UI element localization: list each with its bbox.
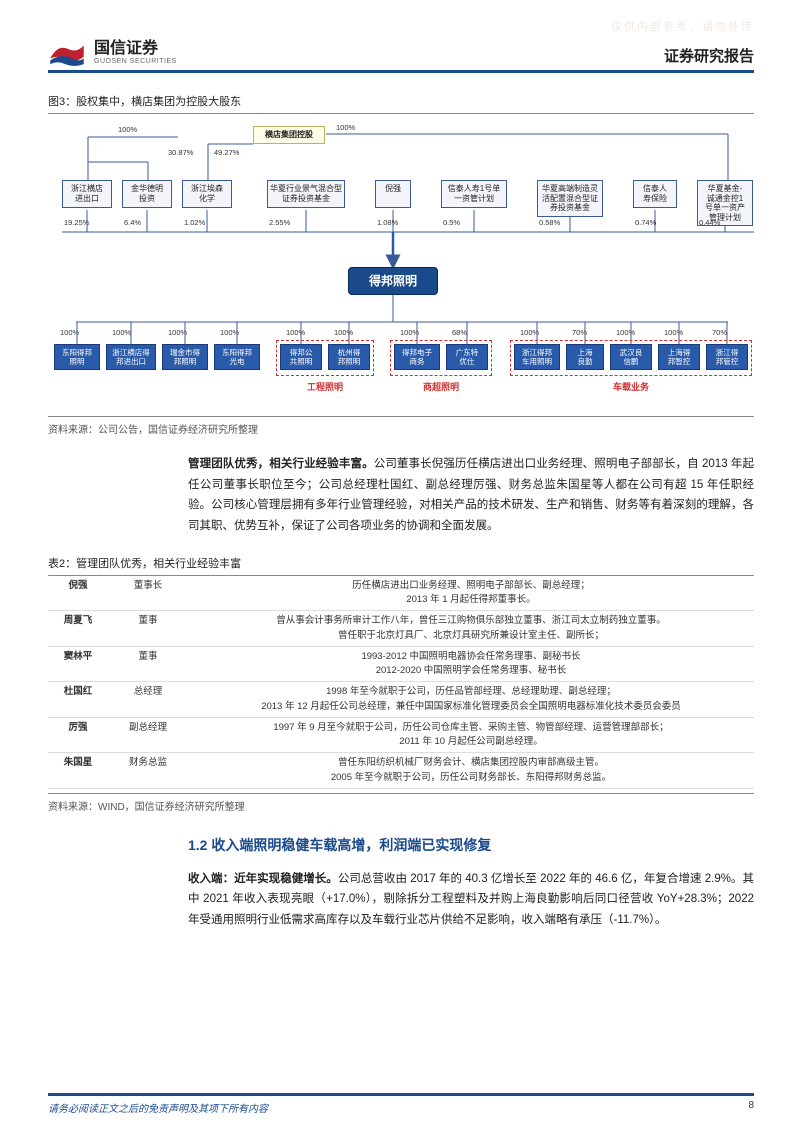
cell-name: 厉强 — [48, 717, 108, 753]
page-header: 国信证券 GUOSEN SECURITIES 证券研究报告 — [48, 40, 754, 73]
ownership-diagram: 横店集团控股 100% 30.87% 49.27% 100% 浙江横店 进出口 1… — [48, 122, 754, 412]
business-group-label: 工程照明 — [276, 380, 374, 393]
pct-label: 6.4% — [124, 218, 141, 227]
figure-caption: 图3：股权集中，横店集团为控股大股东 — [48, 89, 754, 114]
table-row: 倪强董事长历任横店进出口业务经理、照明电子部部长、副总经理； 2013 年 1 … — [48, 576, 754, 611]
pct-label: 100% — [168, 328, 187, 337]
pct-label: 100% — [220, 328, 239, 337]
logo-text-cn: 国信证券 — [94, 40, 177, 58]
logo-icon — [48, 40, 86, 66]
pct-label: 100% — [520, 328, 539, 337]
pct-label: 49.27% — [214, 148, 239, 157]
cell-role: 董事 — [108, 611, 188, 647]
figure-source: 资料来源：公司公告，国信证券经济研究所整理 — [48, 416, 754, 436]
cell-name: 朱国星 — [48, 753, 108, 789]
node-shareholder: 倪强 — [375, 180, 411, 208]
pct-label: 0.5% — [443, 218, 460, 227]
pct-label: 100% — [400, 328, 419, 337]
watermark: 仅供内部参考，请勿外传 — [611, 18, 754, 34]
cell-desc: 1998 年至今就职于公司，历任品管部经理、总经理助理、副总经理； 2013 年… — [188, 682, 754, 718]
footer-disclaimer: 请务必阅读正文之后的免责声明及其项下所有内容 — [48, 1100, 268, 1115]
cell-desc: 1997 年 9 月至今就职于公司，历任公司仓库主管、采购主管、物管部经理、运营… — [188, 717, 754, 753]
cell-role: 副总经理 — [108, 717, 188, 753]
pct-label: 2.55% — [269, 218, 290, 227]
cell-role: 总经理 — [108, 682, 188, 718]
business-group-box — [276, 340, 374, 376]
cell-role: 财务总监 — [108, 753, 188, 789]
pct-label: 100% — [112, 328, 131, 337]
pct-label: 19.25% — [64, 218, 89, 227]
cell-desc: 曾任东阳纺织机械厂财务会计、横店集团控股内审部高级主管。 2005 年至今就职于… — [188, 753, 754, 789]
cell-name: 倪强 — [48, 576, 108, 611]
table-row: 厉强副总经理1997 年 9 月至今就职于公司，历任公司仓库主管、采购主管、物管… — [48, 717, 754, 753]
management-table: 倪强董事长历任横店进出口业务经理、照明电子部部长、副总经理； 2013 年 1 … — [48, 576, 754, 789]
pct-label: 100% — [664, 328, 683, 337]
page-footer: 请务必阅读正文之后的免责声明及其项下所有内容 8 — [48, 1093, 754, 1115]
business-group-box — [390, 340, 492, 376]
node-parent: 横店集团控股 — [253, 126, 325, 144]
logo: 国信证券 GUOSEN SECURITIES — [48, 40, 177, 66]
pct-label: 100% — [336, 123, 355, 132]
business-group-label: 车载业务 — [510, 380, 752, 393]
node-shareholder: 信泰人 寿保险 — [633, 180, 677, 208]
pct-label: 1.02% — [184, 218, 205, 227]
pct-label: 0.58% — [539, 218, 560, 227]
node-shareholder: 金华德明 投资 — [122, 180, 172, 208]
node-shareholder: 信泰人寿1号单 一资管计划 — [441, 180, 507, 208]
paragraph-2: 收入端：近年实现稳健增长。公司总营收由 2017 年的 40.3 亿增长至 20… — [188, 869, 754, 931]
pct-label: 100% — [118, 125, 137, 134]
table-row: 杜国红总经理1998 年至今就职于公司，历任品管部经理、总经理助理、副总经理； … — [48, 682, 754, 718]
cell-name: 窦林平 — [48, 646, 108, 682]
table-row: 周夏飞董事曾从事会计事务所审计工作八年，曾任三江购物俱乐部独立董事、浙江司太立制… — [48, 611, 754, 647]
node-shareholder: 浙江埃森 化学 — [182, 180, 232, 208]
cell-desc: 1993-2012 中国照明电器协会任常务理事、副秘书长 2012-2020 中… — [188, 646, 754, 682]
section-heading: 1.2 收入端照明稳健车载高增，利润端已实现修复 — [188, 835, 754, 855]
business-group-box — [510, 340, 752, 376]
pct-label: 100% — [60, 328, 79, 337]
pct-label: 70% — [712, 328, 727, 337]
node-subsidiary: 浙江横店得 邦进出口 — [106, 344, 156, 370]
paragraph-1-bold: 管理团队优秀，相关行业经验丰富。 — [188, 458, 374, 470]
node-center: 得邦照明 — [348, 267, 438, 295]
cell-desc: 历任横店进出口业务经理、照明电子部部长、副总经理； 2013 年 1 月起任得邦… — [188, 576, 754, 611]
node-subsidiary: 瑞金市得 邦照明 — [162, 344, 208, 370]
cell-name: 杜国红 — [48, 682, 108, 718]
table-row: 窦林平董事1993-2012 中国照明电器协会任常务理事、副秘书长 2012-2… — [48, 646, 754, 682]
table-caption: 表2：管理团队优秀，相关行业经验丰富 — [48, 551, 754, 576]
logo-text-en: GUOSEN SECURITIES — [94, 58, 177, 66]
pct-label: 100% — [616, 328, 635, 337]
node-shareholder: 华夏行业景气混合型 证券投资基金 — [267, 180, 345, 208]
node-shareholder: 浙江横店 进出口 — [62, 180, 112, 208]
page-number: 8 — [748, 1100, 754, 1115]
paragraph-1: 管理团队优秀，相关行业经验丰富。公司董事长倪强历任横店进出口业务经理、照明电子部… — [188, 454, 754, 537]
pct-label: 70% — [572, 328, 587, 337]
paragraph-2-bold: 收入端：近年实现稳健增长。 — [188, 873, 338, 885]
cell-desc: 曾从事会计事务所审计工作八年，曾任三江购物俱乐部独立董事、浙江司太立制药独立董事… — [188, 611, 754, 647]
header-title: 证券研究报告 — [664, 45, 754, 66]
node-subsidiary: 东阳得邦 照明 — [54, 344, 100, 370]
cell-role: 董事 — [108, 646, 188, 682]
pct-label: 30.87% — [168, 148, 193, 157]
pct-label: 68% — [452, 328, 467, 337]
cell-name: 周夏飞 — [48, 611, 108, 647]
table-source: 资料来源：WIND，国信证券经济研究所整理 — [48, 793, 754, 813]
pct-label: 100% — [286, 328, 305, 337]
pct-label: 0.74% — [635, 218, 656, 227]
pct-label: 0.44% — [699, 218, 720, 227]
node-shareholder: 华夏高端制造灵 活配置混合型证 券投资基金 — [537, 180, 603, 217]
table-row: 朱国星财务总监曾任东阳纺织机械厂财务会计、横店集团控股内审部高级主管。 2005… — [48, 753, 754, 789]
pct-label: 1.08% — [377, 218, 398, 227]
cell-role: 董事长 — [108, 576, 188, 611]
business-group-label: 商超照明 — [390, 380, 492, 393]
node-subsidiary: 东阳得邦 光电 — [214, 344, 260, 370]
pct-label: 100% — [334, 328, 353, 337]
